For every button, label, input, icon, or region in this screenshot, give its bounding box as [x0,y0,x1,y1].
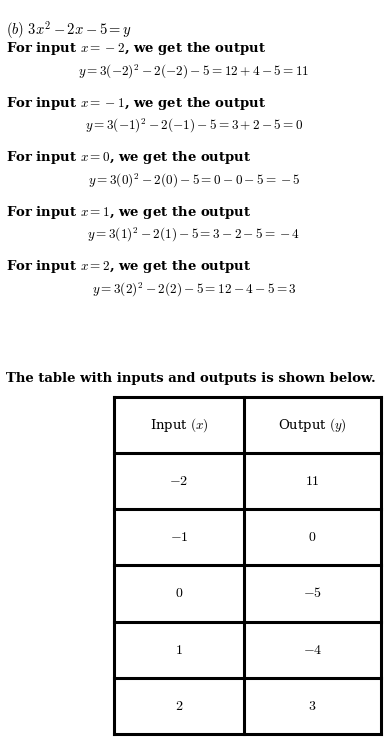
Text: $-5$: $-5$ [303,586,322,601]
Text: $0$: $0$ [308,530,317,545]
Text: $2$: $2$ [175,698,183,713]
Text: $y = 3(-2)^2 - 2(-2) - 5 = 12 + 4 - 5 = 11$: $y = 3(-2)^2 - 2(-2) - 5 = 12 + 4 - 5 = … [78,63,310,81]
Text: For input $x = 0$, we get the output: For input $x = 0$, we get the output [6,149,251,167]
Text: $y = 3(-1)^2 - 2(-1) - 5 = 3 + 2 - 5 = 0$: $y = 3(-1)^2 - 2(-1) - 5 = 3 + 2 - 5 = 0… [85,117,303,135]
Text: $-1$: $-1$ [170,530,189,545]
Text: For input $x = -2$, we get the output: For input $x = -2$, we get the output [6,40,266,58]
Text: $y = 3(1)^2 - 2(1) - 5 = 3 - 2 - 5 = -4$: $y = 3(1)^2 - 2(1) - 5 = 3 - 2 - 5 = -4$ [87,226,301,244]
Text: The table with inputs and outputs is shown below.: The table with inputs and outputs is sho… [6,372,376,385]
Text: Output $(y)$: Output $(y)$ [278,417,347,434]
Text: $-4$: $-4$ [303,642,322,657]
Text: For input $x = -1$, we get the output: For input $x = -1$, we get the output [6,95,266,112]
Text: $y = 3(0)^2 - 2(0) - 5 = 0 - 0 - 5 = -5$: $y = 3(0)^2 - 2(0) - 5 = 0 - 0 - 5 = -5$ [88,172,300,190]
Text: $3$: $3$ [308,698,317,713]
Text: $11$: $11$ [305,474,320,489]
Text: For input $x = 2$, we get the output: For input $x = 2$, we get the output [6,258,251,276]
Text: $1$: $1$ [175,642,183,657]
Text: Input $(x)$: Input $(x)$ [150,417,208,434]
Text: $-2$: $-2$ [170,474,189,489]
Text: For input $x = 1$, we get the output: For input $x = 1$, we get the output [6,204,251,221]
Text: $0$: $0$ [175,586,183,601]
Text: $(b)\ 3x^2 - 2x - 5 = y$: $(b)\ 3x^2 - 2x - 5 = y$ [6,19,132,41]
Text: $y = 3(2)^2 - 2(2) - 5 = 12 - 4 - 5 = 3$: $y = 3(2)^2 - 2(2) - 5 = 12 - 4 - 5 = 3$ [92,281,296,299]
